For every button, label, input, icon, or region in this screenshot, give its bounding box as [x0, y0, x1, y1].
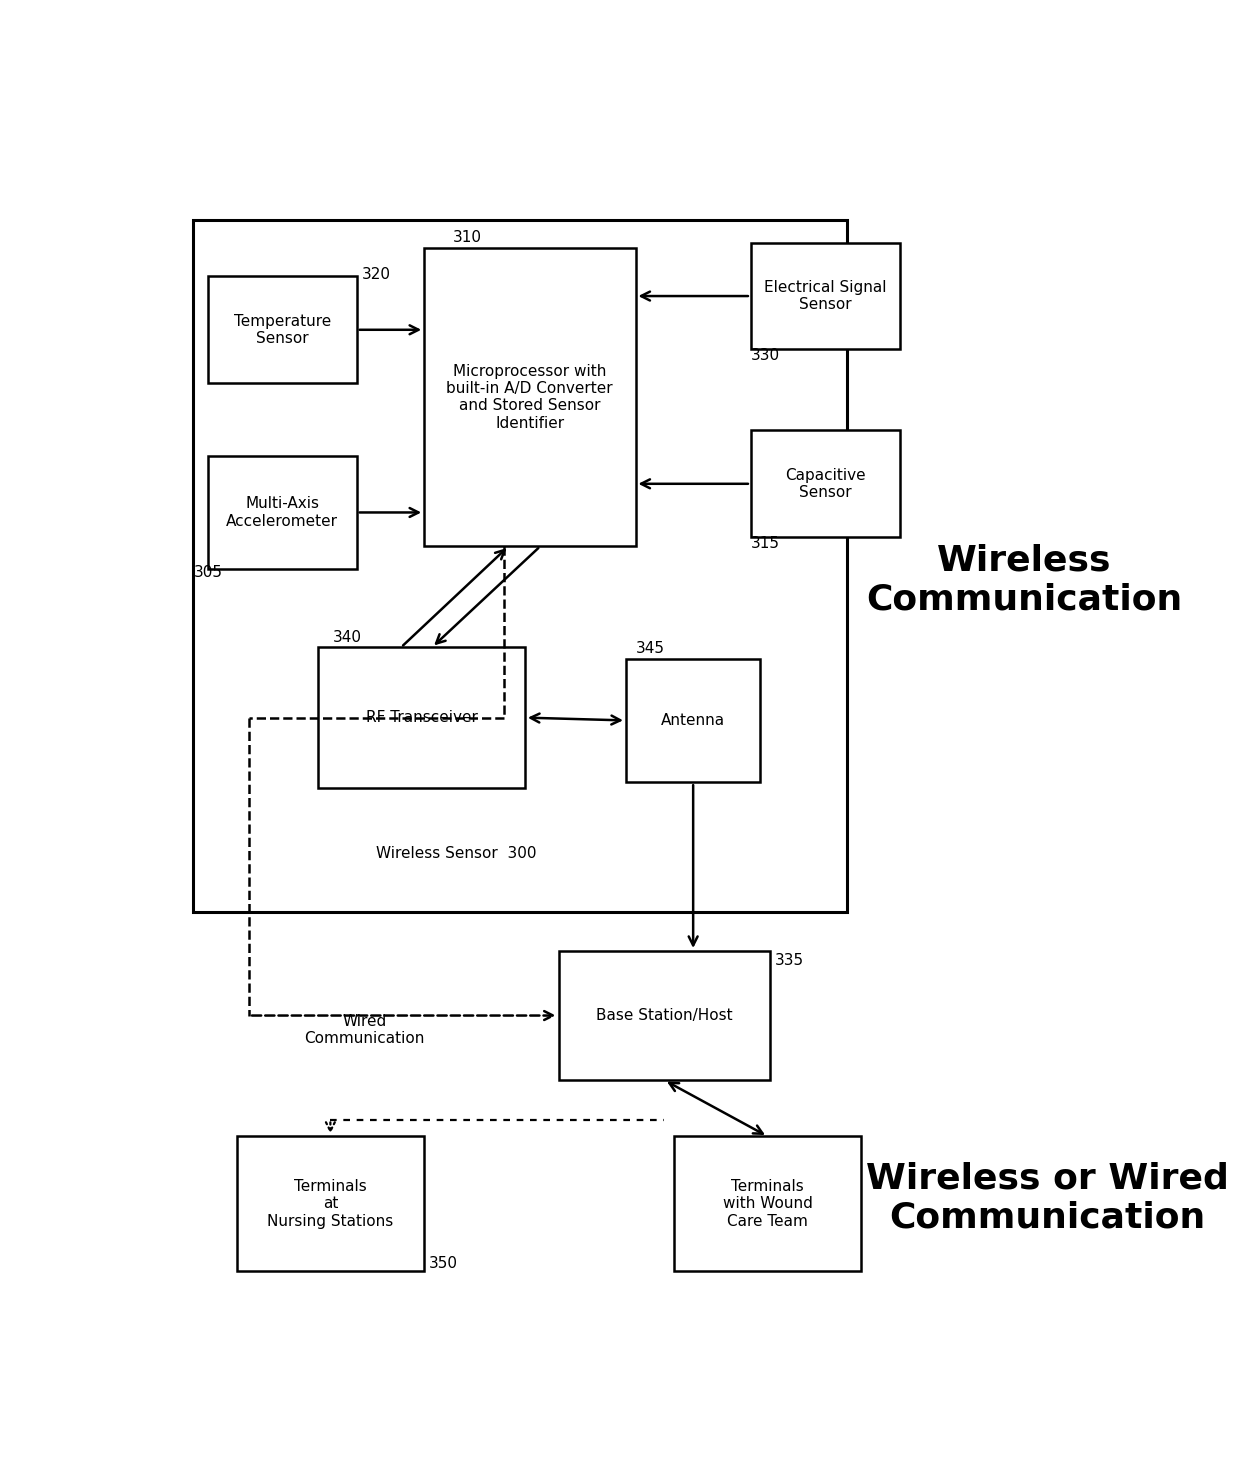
- Text: Wired
Communication: Wired Communication: [304, 1015, 424, 1047]
- Bar: [751, 242, 900, 349]
- Text: Electrical Signal
Sensor: Electrical Signal Sensor: [764, 280, 887, 312]
- Text: 350: 350: [429, 1256, 458, 1272]
- Text: 320: 320: [362, 267, 391, 282]
- Text: Microprocessor with
built-in A/D Converter
and Stored Sensor
Identifier: Microprocessor with built-in A/D Convert…: [446, 364, 613, 431]
- Text: Wireless Sensor  300: Wireless Sensor 300: [376, 845, 537, 861]
- Bar: [675, 1136, 862, 1272]
- Text: Wireless or Wired
Communication: Wireless or Wired Communication: [866, 1162, 1229, 1235]
- Bar: [208, 276, 357, 383]
- Bar: [319, 647, 525, 788]
- Bar: [237, 1136, 424, 1272]
- Text: Terminals
with Wound
Care Team: Terminals with Wound Care Team: [723, 1178, 812, 1229]
- Text: 315: 315: [751, 536, 780, 550]
- Bar: [193, 220, 847, 911]
- Text: Temperature
Sensor: Temperature Sensor: [233, 314, 331, 346]
- Text: RF Transceiver: RF Transceiver: [366, 710, 477, 726]
- Bar: [558, 950, 770, 1080]
- Bar: [424, 248, 635, 546]
- Text: Antenna: Antenna: [661, 712, 725, 729]
- Text: Terminals
at
Nursing Stations: Terminals at Nursing Stations: [268, 1178, 393, 1229]
- Text: 335: 335: [775, 953, 804, 968]
- Text: Multi-Axis
Accelerometer: Multi-Axis Accelerometer: [227, 496, 339, 529]
- Text: 330: 330: [751, 347, 780, 364]
- Text: 345: 345: [635, 641, 665, 657]
- Text: Wireless
Communication: Wireless Communication: [866, 543, 1183, 616]
- Bar: [626, 658, 760, 783]
- Bar: [751, 431, 900, 537]
- Text: 305: 305: [193, 565, 222, 580]
- Bar: [208, 456, 357, 568]
- Text: Capacitive
Sensor: Capacitive Sensor: [785, 467, 866, 499]
- Text: 310: 310: [453, 229, 482, 245]
- Text: 340: 340: [332, 631, 362, 645]
- Text: Base Station/Host: Base Station/Host: [596, 1007, 733, 1023]
